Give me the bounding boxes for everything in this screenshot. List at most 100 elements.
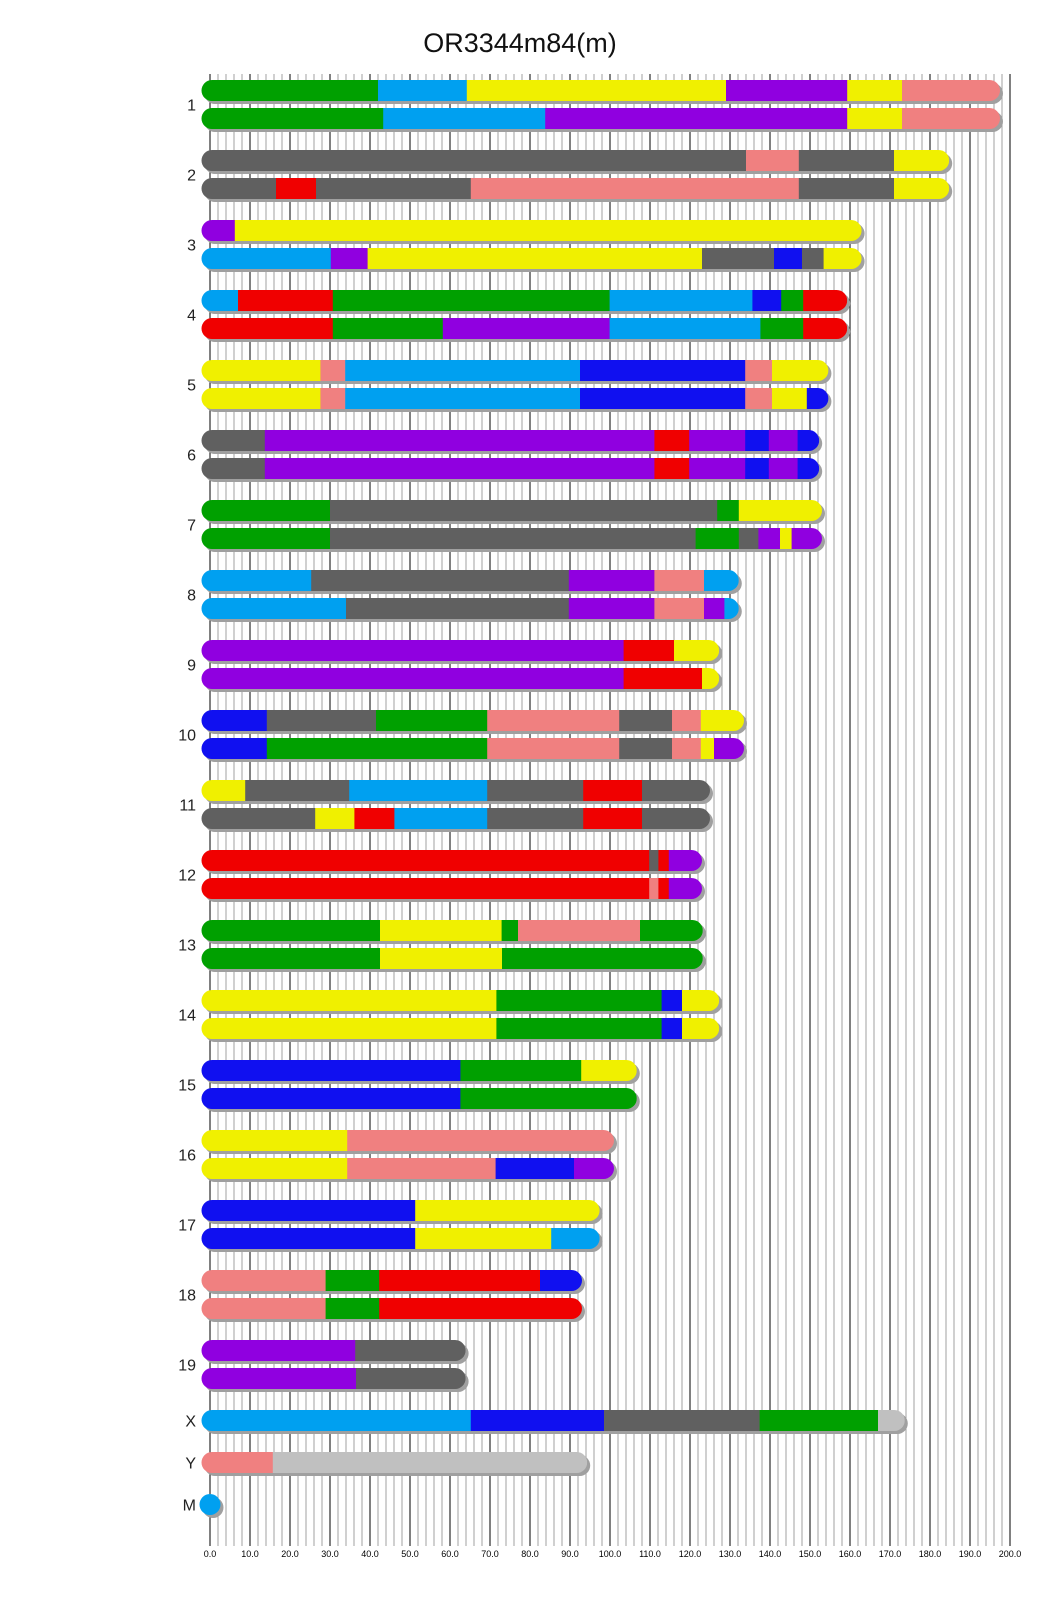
segments: [201, 1060, 637, 1081]
segment-red: [803, 290, 848, 311]
segment-grey: [642, 808, 710, 829]
segment-purple: [568, 598, 655, 619]
segment-green: [496, 1018, 663, 1039]
segment-grey: [619, 738, 673, 759]
haplotype-bar: [201, 458, 823, 482]
chromosome-15: 15: [178, 1060, 640, 1112]
segment-blue: [349, 780, 488, 801]
chromosome-label: 5: [187, 378, 196, 395]
segment-red: [623, 668, 703, 689]
segment-grey: [356, 1368, 466, 1389]
segment-yellow: [201, 360, 321, 381]
segment-yellow: [201, 1018, 497, 1039]
haplotype-bar: [201, 668, 723, 692]
segment-salmon: [487, 738, 620, 759]
chromosome-Y: Y: [185, 1452, 591, 1476]
haplotype-bar: [201, 1452, 591, 1476]
segment-blue: [724, 598, 739, 619]
segment-yellow: [466, 80, 727, 101]
segment-purple: [330, 248, 369, 269]
segments: [201, 1158, 614, 1179]
segment-darkblue: [201, 1200, 416, 1221]
segment-purple: [201, 640, 625, 661]
segment-yellow: [780, 528, 793, 549]
segment-green: [496, 990, 663, 1011]
segment-purple: [726, 80, 848, 101]
segment-darkblue: [470, 1410, 605, 1431]
segment-lightgrey: [272, 1452, 588, 1473]
segment-blue: [201, 1410, 472, 1431]
segment-blue: [201, 570, 312, 591]
segments: [201, 430, 820, 451]
x-tick-label: 160.0: [839, 1549, 862, 1559]
segment-green: [759, 1410, 879, 1431]
segment-blue: [551, 1228, 600, 1249]
segment-darkblue: [797, 458, 820, 479]
haplotype-bar: [201, 1088, 640, 1112]
segment-yellow: [315, 808, 355, 829]
segments: [201, 1088, 637, 1109]
haplotype-bar: [201, 430, 823, 454]
segment-red: [354, 808, 395, 829]
haplotype-bar: [201, 920, 706, 944]
segment-red: [379, 1270, 541, 1291]
chromosome-4: 4: [187, 290, 851, 342]
x-tick-label: 170.0: [879, 1549, 902, 1559]
segment-purple: [264, 458, 655, 479]
segment-darkblue: [661, 1018, 683, 1039]
x-tick-label: 40.0: [361, 1549, 379, 1559]
chromosome-6: 6: [187, 430, 823, 482]
segment-green: [201, 80, 379, 101]
segments: [201, 388, 829, 409]
segment-darkblue: [661, 990, 683, 1011]
haplotype-bar: [201, 220, 865, 244]
chromosome-label: X: [185, 1414, 196, 1431]
segment-yellow: [702, 668, 720, 689]
segment-purple: [201, 1340, 356, 1361]
segments: [201, 850, 702, 871]
segment-green: [201, 108, 384, 129]
chromosome-12: 12: [178, 850, 705, 902]
segment-darkblue: [745, 430, 770, 451]
chromosome-17: 17: [178, 1200, 603, 1252]
segments: [201, 808, 710, 829]
chromosome-label: 2: [187, 168, 196, 185]
chromosome-11: 11: [179, 780, 713, 832]
chromosome-10: 10: [178, 710, 747, 762]
segment-yellow: [772, 388, 808, 409]
segment-red: [654, 458, 690, 479]
segments: [201, 1340, 466, 1361]
segment-purple: [201, 1368, 357, 1389]
segments: [201, 220, 862, 241]
segment-grey: [201, 430, 266, 451]
chromosome-M: M: [183, 1494, 224, 1518]
segment-salmon: [746, 150, 800, 171]
segment-darkblue: [201, 738, 268, 759]
segment-grey: [619, 710, 673, 731]
segment-grey: [649, 850, 659, 871]
segment-purple: [714, 738, 744, 759]
segments: [201, 878, 702, 899]
chromosome-19: 19: [178, 1340, 469, 1392]
chromosome-label: 11: [179, 798, 196, 815]
segment-yellow: [682, 1018, 720, 1039]
segments: [201, 780, 710, 801]
segments: [201, 570, 739, 591]
segments: [201, 178, 950, 199]
segment-salmon: [672, 738, 702, 759]
segment-yellow: [738, 500, 822, 521]
segment-salmon: [201, 1452, 274, 1473]
haplotype-bar: [201, 710, 747, 734]
segment-red: [379, 1298, 582, 1319]
segment-purple: [574, 1158, 614, 1179]
segment-blue: [394, 808, 488, 829]
segment-red: [654, 430, 690, 451]
x-tick-label: 180.0: [919, 1549, 942, 1559]
chromosome-label: 17: [178, 1218, 196, 1235]
segment-grey: [201, 178, 277, 199]
chromosome-label: 19: [178, 1358, 196, 1375]
segment-purple: [791, 528, 822, 549]
chromosome-label: 3: [187, 238, 196, 255]
segments: [201, 150, 950, 171]
segment-red: [238, 290, 334, 311]
